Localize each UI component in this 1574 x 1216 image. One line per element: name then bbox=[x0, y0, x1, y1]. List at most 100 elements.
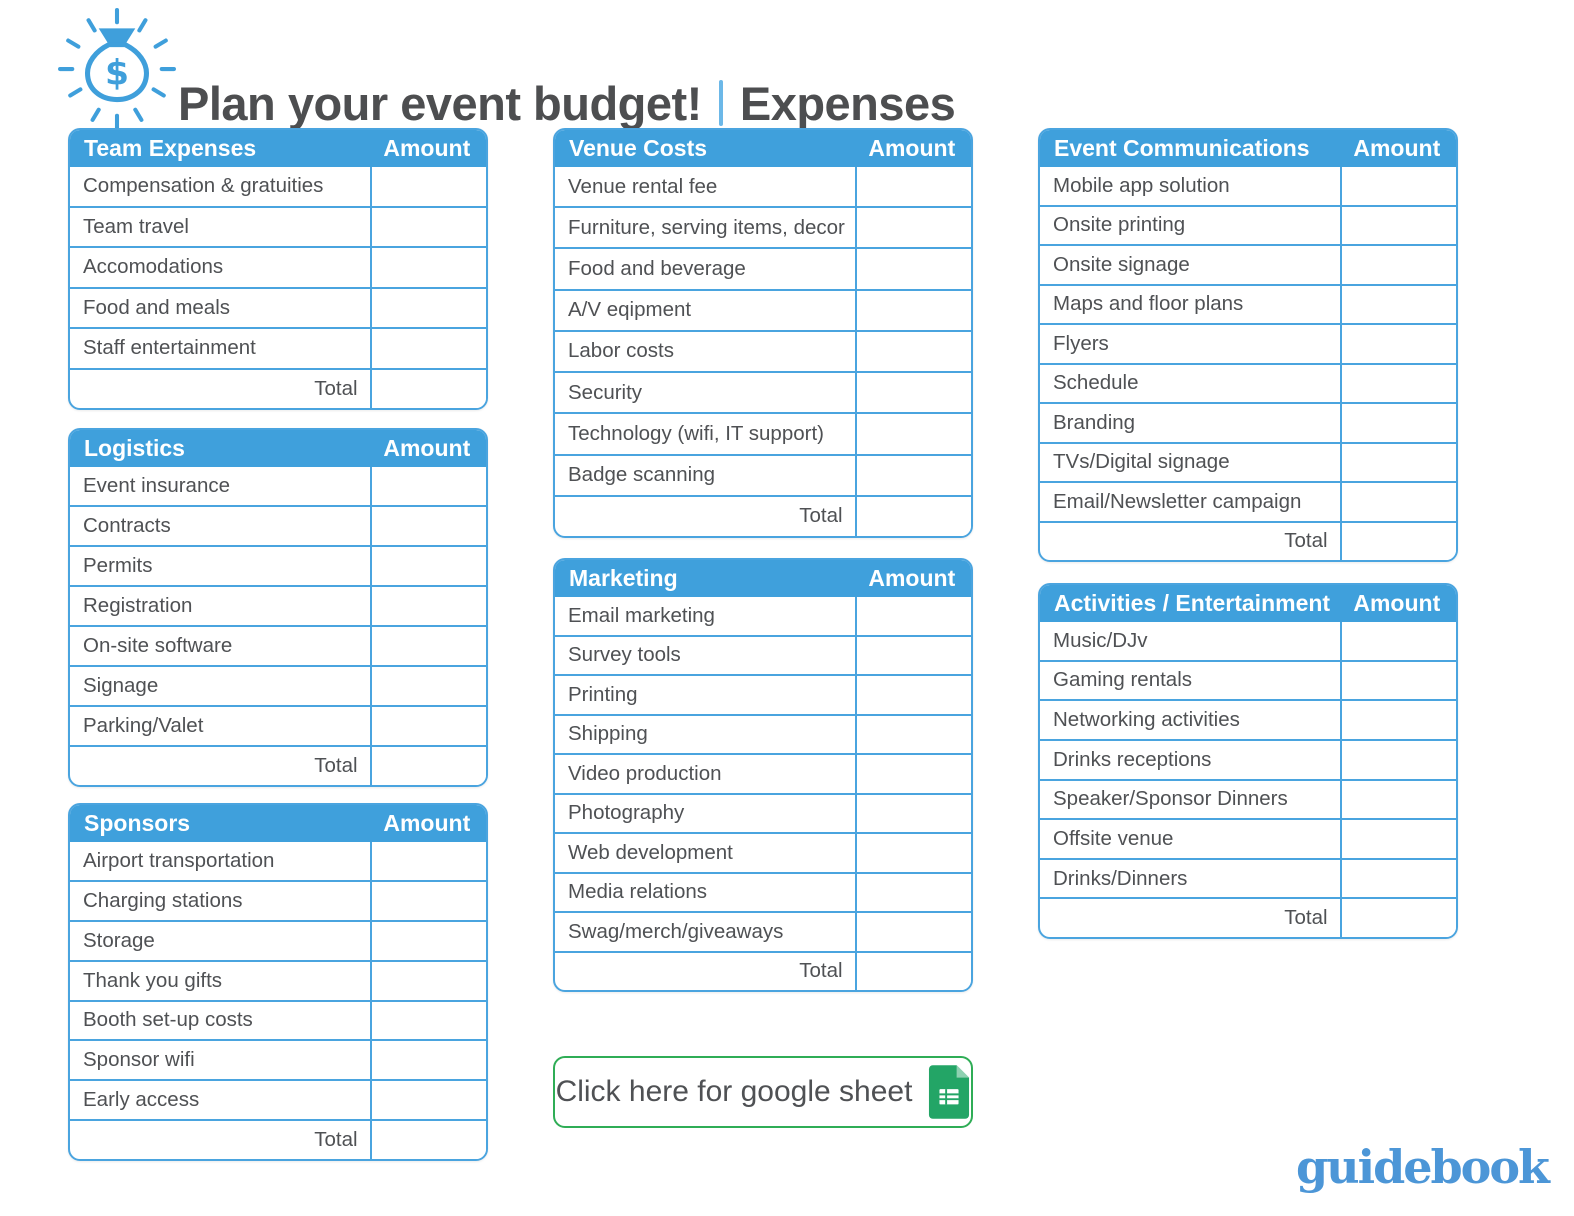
amount-cell bbox=[1341, 483, 1456, 521]
amount-cell bbox=[371, 1041, 486, 1080]
amount-column-header: Amount bbox=[868, 565, 956, 591]
amount-cell bbox=[856, 913, 971, 951]
expense-label: Security bbox=[555, 373, 857, 413]
expense-label: Registration bbox=[70, 587, 372, 625]
table-header: Venue Costs Amount bbox=[555, 130, 971, 167]
amount-cell bbox=[371, 1001, 486, 1040]
total-label: Total bbox=[70, 369, 372, 408]
amount-cell bbox=[371, 961, 486, 1000]
google-sheet-button[interactable]: Click here for google sheet bbox=[553, 1056, 973, 1128]
page-title-section: Expenses bbox=[739, 76, 956, 130]
total-amount-cell bbox=[371, 369, 486, 408]
table-row: Flyers bbox=[1040, 325, 1456, 365]
amount-cell bbox=[856, 331, 971, 372]
amount-cell bbox=[371, 1081, 486, 1120]
expense-label: Airport transportation bbox=[70, 842, 372, 880]
amount-cell bbox=[371, 288, 486, 327]
amount-column-header: Amount bbox=[383, 435, 471, 461]
table-row: Offsite venue bbox=[1040, 820, 1456, 860]
expense-label: Photography bbox=[555, 794, 857, 832]
expense-label: Media relations bbox=[555, 873, 857, 911]
amount-cell bbox=[856, 414, 971, 454]
amount-cell bbox=[856, 834, 971, 872]
amount-cell bbox=[371, 507, 486, 545]
table-row: Storage bbox=[70, 921, 486, 962]
table-row: Security bbox=[555, 373, 971, 415]
table-row: Maps and floor plans bbox=[1040, 285, 1456, 325]
table-row: Contracts bbox=[70, 507, 486, 547]
table-row: Furniture, serving items, decor bbox=[555, 208, 971, 250]
amount-cell bbox=[1341, 364, 1456, 402]
total-label: Total bbox=[70, 1121, 372, 1159]
amount-cell bbox=[856, 373, 971, 413]
amount-cell bbox=[1341, 404, 1456, 442]
expense-label: Web development bbox=[555, 834, 857, 872]
table-rows: Airport transportation Charging stations S… bbox=[70, 842, 486, 1159]
table-header: Team Expenses Amount bbox=[70, 130, 486, 167]
expense-label: Onsite printing bbox=[1040, 206, 1342, 244]
table-row: Early access bbox=[70, 1081, 486, 1122]
expense-label: Food and meals bbox=[70, 288, 372, 327]
total-label: Total bbox=[1040, 899, 1342, 937]
amount-cell bbox=[1341, 820, 1456, 858]
total-label: Total bbox=[70, 747, 372, 785]
amount-cell bbox=[856, 167, 971, 207]
expense-label: Staff entertainment bbox=[70, 329, 372, 368]
table-row: Networking activities bbox=[1040, 701, 1456, 741]
total-label: Total bbox=[555, 496, 857, 536]
table-row: Onsite printing bbox=[1040, 206, 1456, 246]
amount-cell bbox=[856, 794, 971, 832]
table-row: A/V eqipment bbox=[555, 290, 971, 332]
table-row: Media relations bbox=[555, 873, 971, 913]
table-row: Video production bbox=[555, 755, 971, 795]
table-row: Email/Newsletter campaign bbox=[1040, 483, 1456, 523]
amount-column-header: Amount bbox=[383, 810, 471, 836]
total-row: Total bbox=[555, 952, 971, 990]
expense-label: Email/Newsletter campaign bbox=[1040, 483, 1342, 521]
total-row: Total bbox=[1040, 899, 1456, 937]
table-rows: Venue rental fee Furniture, serving items… bbox=[555, 167, 971, 536]
amount-cell bbox=[1341, 859, 1456, 898]
amount-column-header: Amount bbox=[868, 135, 956, 161]
expense-label: Parking/Valet bbox=[70, 707, 372, 745]
amount-cell bbox=[1341, 285, 1456, 323]
table-header: Logistics Amount bbox=[70, 430, 486, 467]
table-row: On-site software bbox=[70, 627, 486, 667]
amount-cell bbox=[371, 627, 486, 665]
svg-text:$: $ bbox=[105, 53, 129, 93]
table-row: Email marketing bbox=[555, 597, 971, 637]
table-row: Charging stations bbox=[70, 881, 486, 922]
table-row: Drinks/Dinners bbox=[1040, 859, 1456, 900]
expense-table-sponsors: Sponsors Amount Airport transportation Ch… bbox=[68, 803, 488, 1161]
table-rows: Compensation & gratuities Team travel Acco… bbox=[70, 167, 486, 408]
amount-cell bbox=[1341, 206, 1456, 244]
expense-label: Thank you gifts bbox=[70, 961, 372, 1000]
table-row: Team travel bbox=[70, 207, 486, 248]
title-divider-bar bbox=[718, 80, 723, 127]
expense-label: Schedule bbox=[1040, 364, 1342, 402]
expense-label: Food and beverage bbox=[555, 249, 857, 289]
table-row: Food and meals bbox=[70, 288, 486, 329]
table-row: Drinks receptions bbox=[1040, 740, 1456, 781]
expense-label: Early access bbox=[70, 1081, 372, 1120]
amount-cell bbox=[1341, 622, 1456, 660]
expense-label: Signage bbox=[70, 667, 372, 705]
table-title: Sponsors bbox=[84, 810, 191, 836]
amount-cell bbox=[371, 881, 486, 920]
amount-cell bbox=[1341, 167, 1456, 205]
expense-label: Shipping bbox=[555, 715, 857, 753]
expense-label: Mobile app solution bbox=[1040, 167, 1342, 205]
expense-label: Permits bbox=[70, 547, 372, 585]
google-sheet-button-label: Click here for google sheet bbox=[555, 1075, 913, 1108]
expense-label: Survey tools bbox=[555, 636, 857, 674]
total-row: Total bbox=[70, 1121, 486, 1159]
table-row: Thank you gifts bbox=[70, 961, 486, 1002]
table-header: Sponsors Amount bbox=[70, 805, 486, 842]
table-rows: Email marketing Survey tools Printing Shipp… bbox=[555, 597, 971, 990]
expense-label: Email marketing bbox=[555, 597, 857, 635]
amount-cell bbox=[371, 921, 486, 960]
table-title: Logistics bbox=[84, 435, 185, 461]
total-row: Total bbox=[555, 496, 971, 536]
amount-cell bbox=[856, 755, 971, 793]
amount-cell bbox=[856, 636, 971, 674]
